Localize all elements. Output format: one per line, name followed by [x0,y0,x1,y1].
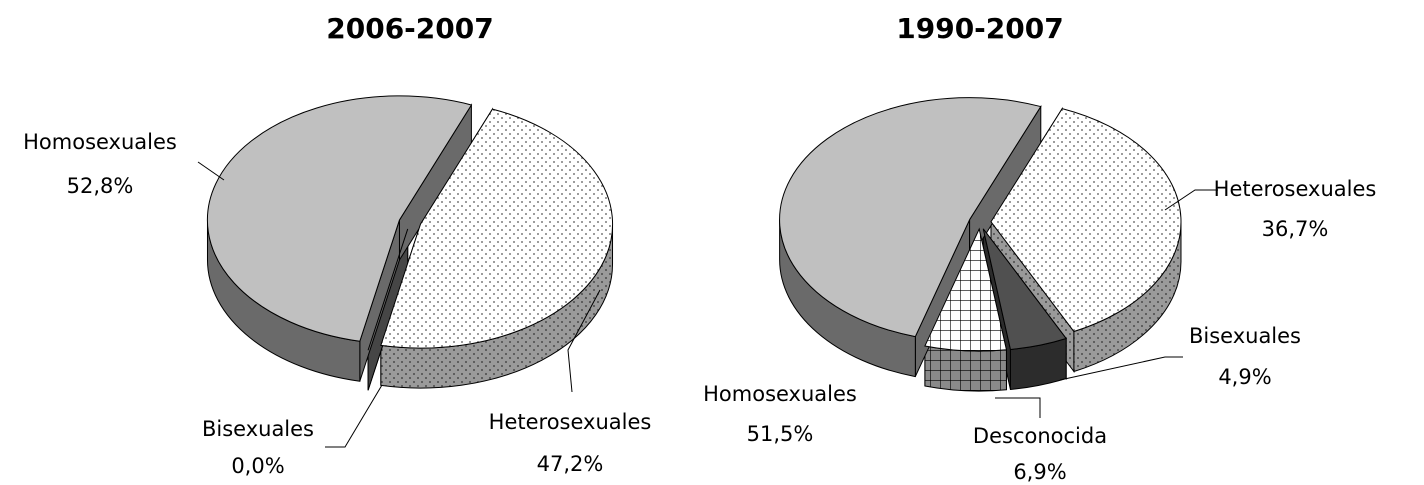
slice-label: Bisexuales [1189,324,1301,348]
slice-value-label: 4,9% [1218,365,1271,389]
pie-slice [990,108,1182,333]
slice-value-label: 0,0% [231,454,284,478]
pie-chart: 1990-2007 Heterosexuales 36,7% Bisexuales 4,… [703,12,1376,484]
slice-value-label: 52,8% [67,174,134,198]
slice-side [924,345,1007,392]
pie-tops [206,95,614,351]
pie-slice [779,97,1042,338]
chart-title: 1990-2007 [896,12,1063,45]
leader-line [197,161,225,181]
leader-line [567,289,601,393]
slice-label: Homosexuales [703,382,857,406]
slice-label: Heterosexuales [489,410,652,434]
leader-line [995,397,1041,418]
slice-label: Homosexuales [23,130,177,154]
pie-slice [982,228,1067,351]
slice-value-label: 36,7% [1262,217,1329,241]
pie-slice [924,227,1008,352]
slice-value-label: 47,2% [537,452,604,476]
pie-slice [380,108,614,349]
slice-label: Bisexuales [202,417,314,441]
chart-title: 2006-2007 [326,12,493,45]
pie-slice [206,95,473,342]
slice-value-label: 6,9% [1013,460,1066,484]
leader-line [325,384,383,448]
pie-chart: 2006-2007 Heterosexuales 47,2% Bisexuales 0,… [23,12,651,478]
pie-tops [779,97,1182,352]
pie-slice [367,228,409,351]
slice-label: Heterosexuales [1214,177,1377,201]
slice-label: Desconocida [973,424,1107,448]
leader-line [1059,356,1183,381]
leader-line [1164,189,1218,211]
slice-value-label: 51,5% [747,422,814,446]
